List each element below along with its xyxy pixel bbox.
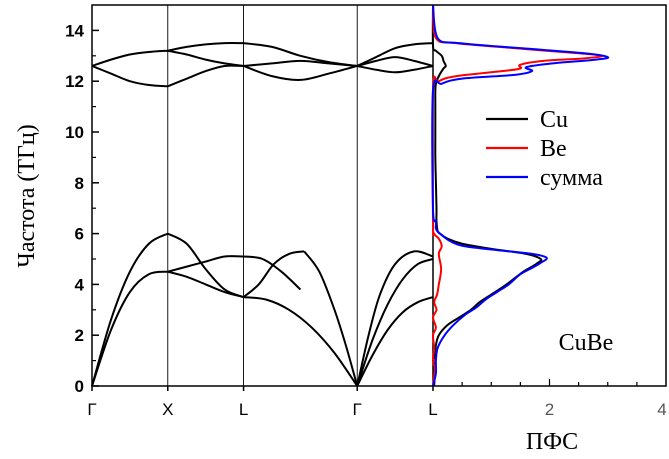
- legend-label: Cu: [540, 107, 568, 133]
- dispersion-branch: [167, 270, 244, 299]
- frequency-axis-ticks: 0 2 4 6 8 10 12 14: [65, 21, 99, 396]
- dispersion-branch: [356, 250, 434, 387]
- dispersion-panel: 0 2 4 6 8 10 12 14 Γ X L Γ L: [65, 5, 438, 419]
- y-tick-label: 0: [75, 377, 84, 396]
- dispersion-branch: [356, 296, 434, 387]
- dispersion-branch: [243, 59, 358, 67]
- dispersion-branch: [167, 49, 244, 67]
- dispersion-branch: [243, 42, 358, 67]
- dispersion-branch: [356, 56, 434, 67]
- dispersion-branch: [91, 270, 168, 387]
- y-tick-label: 2: [75, 326, 84, 345]
- k-point-label: X: [162, 400, 173, 419]
- y-tick-label: 14: [65, 21, 84, 40]
- y-tick-label: 12: [65, 72, 84, 91]
- k-point-label: Γ: [87, 400, 96, 419]
- dispersion-branch: [242, 250, 305, 298]
- high-symmetry-lines: [167, 5, 434, 386]
- dos-curve: [431, 4, 603, 387]
- y-tick-label: 4: [75, 275, 85, 294]
- dispersion-branch: [303, 250, 359, 387]
- y-tick-label: 6: [75, 225, 84, 244]
- y-axis-title: Частота (ТГц): [14, 124, 40, 268]
- dispersion-branch: [167, 255, 244, 273]
- dispersion-branch: [243, 296, 359, 387]
- material-annotation: CuBe: [559, 330, 614, 356]
- k-point-label: Γ: [353, 400, 362, 419]
- k-point-label: L: [239, 400, 248, 419]
- k-point-label: L: [428, 400, 437, 419]
- dispersion-branch: [356, 258, 434, 387]
- legend-label: Be: [540, 136, 567, 162]
- dispersion-branch: [167, 232, 244, 299]
- y-tick-label: 8: [75, 174, 84, 193]
- dos-tick-label: 2: [545, 400, 554, 419]
- y-tick-label: 10: [65, 123, 84, 142]
- plot-frame: [91, 4, 667, 387]
- dispersion-branch: [356, 42, 434, 67]
- dispersion-branch: [91, 232, 169, 387]
- dispersion-branch: [167, 42, 244, 52]
- dispersion-branch: [91, 65, 168, 88]
- legend: Cu Be сумма: [486, 107, 603, 191]
- dos-curve: [431, 4, 610, 387]
- dos-curves: [431, 4, 610, 387]
- dispersion-branch: [243, 64, 358, 81]
- dos-axis-title: ПФС: [526, 429, 578, 455]
- dispersion-branch: [167, 64, 244, 88]
- dispersion-branch: [91, 49, 168, 67]
- dos-curve: [431, 4, 543, 387]
- dispersion-branches: [91, 42, 434, 387]
- dispersion-branch: [357, 64, 434, 74]
- legend-label: сумма: [540, 165, 603, 191]
- dispersion-branch: [243, 255, 302, 291]
- dos-tick-label: 4: [657, 400, 666, 419]
